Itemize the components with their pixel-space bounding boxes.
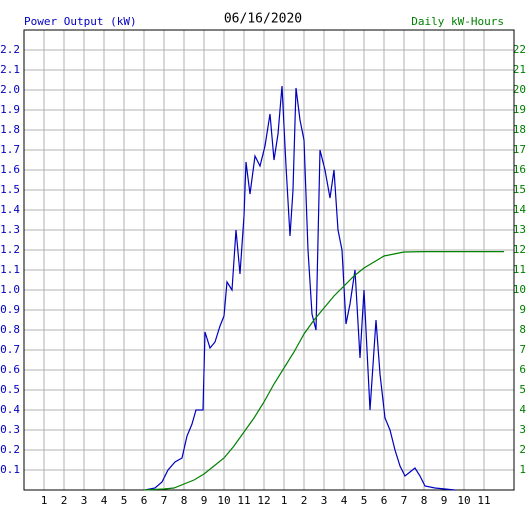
y-tick-label: 0.9 [0, 303, 20, 316]
y2-tick-label: 21 [513, 63, 526, 76]
y-tick-label: 0.1 [0, 463, 20, 476]
y-tick-label: 0.4 [0, 403, 20, 416]
series-line [144, 85, 456, 491]
x-tick-label: 8 [421, 494, 428, 507]
series-line [143, 251, 504, 491]
y-tick-label: 0.6 [0, 363, 20, 376]
y-tick-label: 1.3 [0, 223, 20, 236]
x-tick-label: 6 [381, 494, 388, 507]
y2-tick-label: 4 [519, 403, 526, 416]
x-tick-label: 7 [401, 494, 408, 507]
x-tick-label: 10 [457, 494, 470, 507]
y2-tick-label: 15 [513, 183, 526, 196]
y2-tick-label: 5 [519, 383, 526, 396]
y-tick-label: 0.7 [0, 343, 20, 356]
y-tick-label: 1.7 [0, 143, 20, 156]
x-tick-label: 4 [101, 494, 108, 507]
y2-tick-label: 20 [513, 83, 526, 96]
y2-tick-label: 18 [513, 123, 526, 136]
y-tick-label: 0.3 [0, 423, 20, 436]
y2-tick-label: 8 [519, 323, 526, 336]
y-tick-label: 1.9 [0, 103, 20, 116]
y2-tick-label: 6 [519, 363, 526, 376]
x-tick-label: 10 [217, 494, 230, 507]
x-tick-label: 9 [441, 494, 448, 507]
x-tick-label: 1 [281, 494, 288, 507]
y-tick-label: 2.0 [0, 83, 20, 96]
x-tick-label: 9 [201, 494, 208, 507]
y-tick-label: 1.2 [0, 243, 20, 256]
x-tick-label: 3 [81, 494, 88, 507]
y-tick-label: 1.0 [0, 283, 20, 296]
x-tick-label: 2 [61, 494, 68, 507]
y2-tick-label: 19 [513, 103, 526, 116]
y2-tick-label: 2 [519, 443, 526, 456]
plot-frame [23, 29, 515, 491]
x-tick-label: 12 [257, 494, 270, 507]
x-tick-label: 5 [121, 494, 128, 507]
y2-tick-label: 10 [513, 283, 526, 296]
chart-title: 06/16/2020 [224, 12, 302, 27]
x-tick-label: 2 [301, 494, 308, 507]
y2-tick-label: 14 [513, 203, 527, 216]
y2-tick-label: 16 [513, 163, 526, 176]
y-tick-label: 2.1 [0, 63, 20, 76]
y-tick-label: 1.4 [0, 203, 20, 216]
x-tick-label: 11 [477, 494, 490, 507]
y2-tick-label: 9 [519, 303, 526, 316]
x-tick-label: 6 [141, 494, 148, 507]
x-tick-label: 8 [181, 494, 188, 507]
y2-tick-label: 3 [519, 423, 526, 436]
x-tick-label: 11 [237, 494, 250, 507]
x-tick-label: 5 [361, 494, 368, 507]
x-tick-label: 3 [321, 494, 328, 507]
y2-axis-label: Daily kW-Hours [411, 15, 504, 28]
y-tick-label: 0.5 [0, 383, 20, 396]
x-tick-label: 7 [161, 494, 168, 507]
x-tick-label: 1 [41, 494, 48, 507]
y-tick-label: 1.8 [0, 123, 20, 136]
y2-tick-label: 11 [513, 263, 526, 276]
y-tick-label: 1.6 [0, 163, 20, 176]
y-tick-label: 0.8 [0, 323, 20, 336]
x-tick-label: 4 [341, 494, 348, 507]
y2-tick-label: 12 [513, 243, 526, 256]
y2-tick-label: 13 [513, 223, 526, 236]
y2-tick-label: 1 [519, 463, 526, 476]
y-tick-label: 1.1 [0, 263, 20, 276]
y-axis-label: Power Output (kW) [24, 15, 137, 28]
y-tick-label: 0.2 [0, 443, 20, 456]
y2-tick-label: 7 [519, 343, 526, 356]
y2-tick-label: 17 [513, 143, 526, 156]
y-tick-label: 2.2 [0, 43, 20, 56]
y-tick-label: 1.5 [0, 183, 20, 196]
y2-tick-label: 22 [513, 43, 526, 56]
